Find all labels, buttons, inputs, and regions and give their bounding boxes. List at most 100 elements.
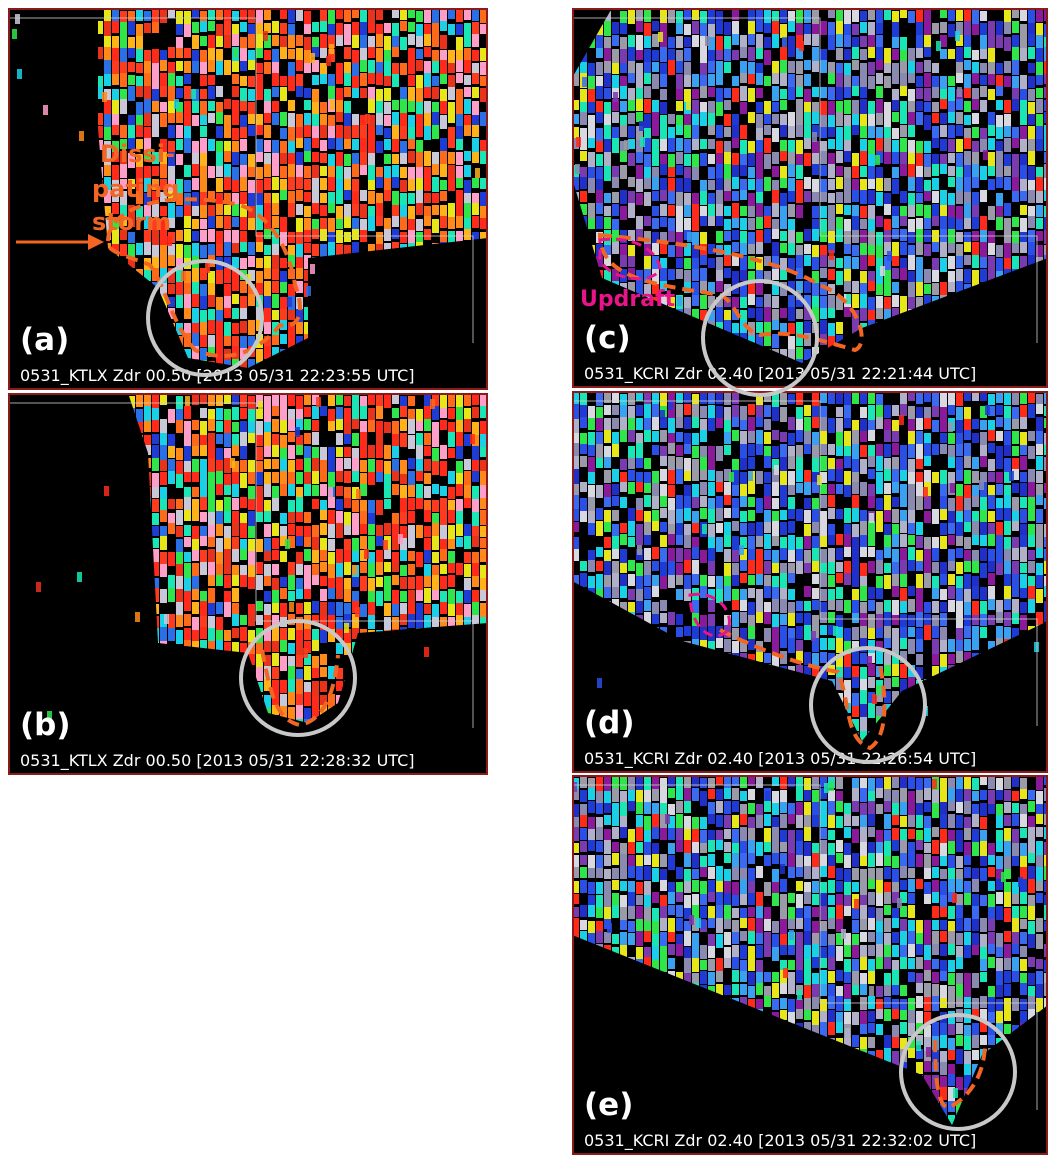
- radar-gate: [740, 270, 747, 281]
- radar-gate: [208, 35, 215, 50]
- radar-gate: [184, 180, 191, 192]
- radar-gate: [328, 539, 335, 551]
- radar-gate: [972, 127, 979, 138]
- radar-gate: [320, 21, 327, 32]
- radar-gate: [448, 575, 455, 587]
- radar-gate: [780, 270, 787, 280]
- radar-gate: [472, 486, 479, 499]
- radar-gate: [988, 48, 995, 63]
- radar-gate: [376, 536, 383, 546]
- radar-gate: [684, 24, 691, 35]
- radar-gate: [368, 99, 375, 113]
- radar-gate: [408, 87, 415, 101]
- radar-gate: [796, 112, 803, 125]
- radar-gate: [932, 102, 939, 112]
- radar-gate: [432, 37, 439, 47]
- radar-gate: [112, 114, 119, 125]
- radar-gate: [860, 294, 867, 309]
- radar-gate: [352, 538, 359, 551]
- radar-gate: [328, 615, 335, 630]
- radar-gate: [972, 113, 979, 124]
- radar-gate: [844, 281, 851, 292]
- radar-gate: [176, 539, 183, 552]
- radar-gate: [344, 447, 351, 457]
- radar-gate: [216, 524, 223, 536]
- radar-gate: [352, 419, 359, 429]
- radar-gate: [144, 11, 151, 21]
- radar-gate: [376, 525, 383, 537]
- panel-label: (b): [20, 707, 71, 743]
- radar-gate: [280, 656, 287, 671]
- radar-gate: [480, 549, 487, 562]
- radar-gate: [264, 281, 271, 296]
- radar-gate: [256, 512, 263, 522]
- radar-gate: [892, 49, 899, 60]
- radar-gate: [264, 193, 271, 204]
- radar-gate: [288, 692, 295, 705]
- radar-gate: [588, 102, 595, 113]
- radar-gate: [868, 281, 875, 291]
- radar-gate: [448, 178, 455, 191]
- radar-speckle: [470, 434, 475, 444]
- radar-gate: [996, 63, 1003, 74]
- radar-gate: [464, 229, 471, 240]
- radar-gate: [424, 459, 431, 471]
- radar-gate: [580, 89, 587, 102]
- radar-gate: [424, 73, 431, 88]
- radar-gate: [464, 99, 471, 114]
- radar-gate: [352, 191, 359, 206]
- radar-gate: [472, 152, 479, 163]
- radar-gate: [320, 406, 327, 416]
- radar-gate: [296, 655, 303, 667]
- radar-gate: [256, 539, 263, 552]
- radar-gate: [304, 458, 311, 472]
- radar-gate: [384, 229, 391, 241]
- radar-gate: [192, 446, 199, 456]
- radar-gate: [280, 459, 287, 472]
- radar-gate: [416, 433, 423, 447]
- radar-gate: [296, 705, 303, 719]
- radar-gate: [836, 271, 843, 285]
- radar-gate: [892, 216, 899, 228]
- radar-gate: [676, 89, 683, 100]
- radar-gate: [272, 49, 279, 64]
- radar-gate: [440, 216, 447, 228]
- radar-gate: [256, 74, 263, 89]
- radar-gate: [208, 499, 215, 513]
- radar-gate: [424, 526, 431, 537]
- radar-gate: [416, 190, 423, 205]
- radar-gate: [1028, 151, 1035, 165]
- radar-gate: [464, 485, 471, 500]
- radar-gate: [652, 206, 659, 216]
- radar-gate: [384, 562, 391, 572]
- radar-gate: [828, 323, 835, 338]
- radar-gate: [644, 256, 651, 271]
- radar-gate: [772, 229, 779, 239]
- radar-gate: [628, 256, 635, 267]
- radar-gate: [232, 484, 239, 497]
- radar-gate: [916, 282, 923, 296]
- radar-gate: [1020, 205, 1027, 215]
- radar-gate: [328, 242, 335, 256]
- radar-gate: [464, 471, 471, 486]
- radar-gate: [1004, 126, 1011, 137]
- radar-gate: [408, 471, 415, 485]
- radar-gate: [216, 297, 223, 311]
- radar-gate: [820, 115, 827, 129]
- radar-gate: [1020, 24, 1027, 37]
- radar-gate: [692, 139, 699, 150]
- radar-gate: [868, 231, 875, 245]
- radar-gate: [732, 138, 739, 148]
- radar-gate: [892, 229, 899, 239]
- radar-gate: [868, 62, 875, 75]
- radar-gate: [432, 536, 439, 550]
- radar-gate: [248, 526, 255, 538]
- radar-gate: [344, 34, 351, 45]
- radar-gate: [472, 602, 479, 616]
- radar-speckle: [310, 264, 315, 274]
- radar-gate: [732, 50, 739, 60]
- radar-gate: [328, 395, 335, 406]
- radar-gate: [868, 179, 875, 189]
- radar-gate: [392, 604, 399, 616]
- radar-gate: [200, 50, 207, 64]
